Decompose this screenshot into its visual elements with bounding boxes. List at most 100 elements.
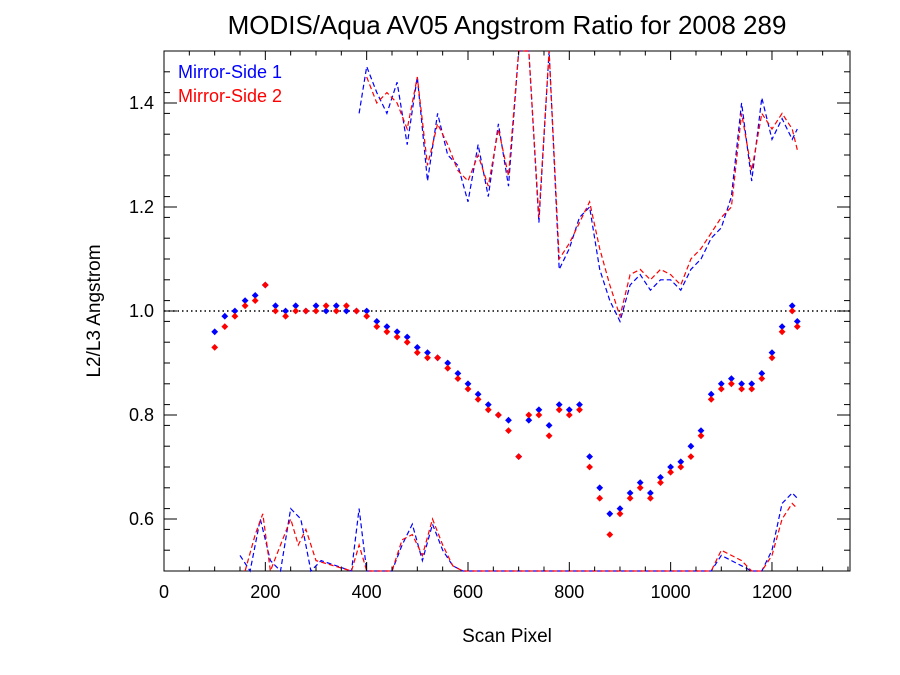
- chart-title: MODIS/Aqua AV05 Angstrom Ratio for 2008 …: [228, 10, 787, 40]
- x-tick-label: 0: [159, 582, 169, 602]
- y-tick-label: 0.8: [129, 405, 154, 425]
- series-mirror-side-2-point: [505, 427, 512, 434]
- series-mirror-side-1-point: [778, 323, 786, 330]
- series-mirror-side-2-point: [606, 531, 614, 538]
- series-mirror-side-2-point: [231, 312, 239, 320]
- series-mirror-side-2-point: [596, 494, 604, 502]
- series-mirror-side-1-point: [312, 302, 320, 310]
- series-mirror-side-2-point: [322, 302, 330, 310]
- series-mirror-side-2-point: [211, 344, 219, 351]
- series-mirror-side-1-lower-envelope: [239, 492, 798, 573]
- series-mirror-side-1-point: [241, 297, 249, 304]
- series-mirror-side-1-point: [332, 302, 340, 310]
- series-mirror-side-2-point: [657, 479, 664, 486]
- series-mirror-side-2-point: [302, 307, 310, 315]
- series-mirror-side-2-point: [454, 375, 462, 382]
- series-mirror-side-2-point: [586, 463, 593, 471]
- x-tick-label: 600: [453, 582, 483, 602]
- axis-tick-labels: 0 200 400 600 800 1000 1200 0.6 0.8 1.0 1.2 1.4: [129, 93, 792, 602]
- series-mirror-side-1-point: [464, 380, 472, 388]
- series-mirror-side-2-point: [434, 354, 441, 362]
- legend-label-mirror-side-2: Mirror-Side 2: [178, 86, 282, 106]
- series-mirror-side-2-point: [728, 380, 735, 388]
- series-mirror-side-2-point: [343, 302, 350, 310]
- series-mirror-side-1-point: [505, 416, 512, 424]
- series-mirror-side-2-point: [768, 354, 776, 362]
- series-mirror-side-2-point: [697, 432, 705, 440]
- series-mirror-side-2-point: [413, 349, 421, 356]
- series-mirror-side-2-point: [616, 510, 624, 518]
- series-mirror-side-1-point: [221, 312, 229, 320]
- series-mirror-side-1-point: [525, 416, 533, 424]
- series-mirror-side-1-point: [667, 463, 674, 471]
- series-mirror-side-2-point: [677, 463, 685, 471]
- y-tick-label: 1.2: [129, 197, 154, 217]
- series-mirror-side-1-point: [545, 422, 553, 429]
- series-mirror-side-1-point: [677, 458, 685, 466]
- series-mirror-side-1-point: [586, 453, 593, 460]
- series-mirror-side-2-point: [636, 484, 644, 492]
- x-axis-label: Scan Pixel: [462, 626, 552, 647]
- series-mirror-side-2-point: [332, 307, 340, 315]
- series-mirror-side-2-point: [717, 385, 725, 393]
- series-mirror-side-1-upper-envelope: [358, 50, 798, 324]
- series-mirror-side-2-point: [778, 328, 786, 336]
- series-mirror-side-1-point: [484, 401, 492, 408]
- series-mirror-side-1-point: [231, 307, 239, 315]
- series-mirror-side-2-point: [484, 406, 492, 414]
- series-mirror-side-1-point: [626, 489, 634, 497]
- series-mirror-side-2-point: [241, 302, 249, 310]
- series-mirror-side-1-point: [272, 302, 279, 310]
- series-mirror-side-1-point: [343, 307, 350, 315]
- x-tick-label: 1200: [752, 582, 792, 602]
- series-mirror-side-2-upper-envelope: [366, 50, 798, 319]
- series-mirror-side-2-point: [748, 385, 756, 393]
- series-mirror-side-1-point: [413, 344, 421, 351]
- series-mirror-side-1-point: [393, 328, 401, 336]
- y-axis-label: L2/L3 Angstrom: [84, 244, 105, 377]
- series-mirror-side-2-point: [353, 307, 360, 315]
- series-mirror-side-1-point: [383, 323, 391, 330]
- series-mirror-side-1-point: [454, 370, 462, 377]
- series-mirror-side-1-point: [373, 318, 381, 325]
- series-mirror-side-2-point: [403, 338, 411, 346]
- series-mirror-side-1-point: [687, 442, 695, 450]
- x-tick-label: 1000: [651, 582, 691, 602]
- series-mirror-side-1-point: [322, 307, 330, 315]
- series-mirror-side-1-point: [758, 370, 766, 377]
- series-mirror-side-2-point: [758, 375, 766, 382]
- series-mirror-side-2-point: [495, 411, 502, 419]
- series-mirror-side-2-point: [687, 453, 695, 460]
- legend: Mirror-Side 1 Mirror-Side 2: [178, 62, 282, 106]
- series-mirror-side-2-point: [576, 406, 583, 414]
- series-mirror-side-2-point: [565, 411, 573, 419]
- series-mirror-side-1-point: [424, 349, 431, 356]
- series-mirror-side-2-point: [272, 307, 279, 315]
- series-mirror-side-2-point: [545, 432, 553, 440]
- series-mirror-side-1-point: [717, 380, 725, 388]
- x-tick-label: 800: [554, 582, 584, 602]
- series-layer: [211, 50, 801, 573]
- series-mirror-side-1-point: [251, 292, 259, 299]
- series-mirror-side-2-point: [282, 312, 289, 320]
- series-mirror-side-2-point: [474, 396, 482, 403]
- series-mirror-side-2-point: [261, 281, 269, 289]
- y-tick-label: 1.0: [129, 301, 154, 321]
- x-tick-label: 200: [250, 582, 280, 602]
- series-mirror-side-2-point: [707, 396, 715, 403]
- series-mirror-side-2: [211, 50, 801, 572]
- series-mirror-side-2-point: [667, 468, 674, 476]
- series-mirror-side-2-point: [444, 364, 452, 372]
- series-mirror-side-1-point: [738, 380, 745, 388]
- series-mirror-side-2-point: [464, 385, 472, 393]
- series-mirror-side-1-point: [282, 307, 289, 315]
- series-mirror-side-2-point: [221, 323, 229, 330]
- y-tick-label: 0.6: [129, 509, 154, 529]
- series-mirror-side-1-point: [606, 510, 614, 518]
- series-mirror-side-2-point: [383, 328, 391, 336]
- series-mirror-side-2-point: [555, 406, 563, 414]
- series-mirror-side-1-point: [565, 406, 573, 414]
- series-mirror-side-1-point: [211, 328, 219, 336]
- series-mirror-side-2-point: [515, 453, 523, 460]
